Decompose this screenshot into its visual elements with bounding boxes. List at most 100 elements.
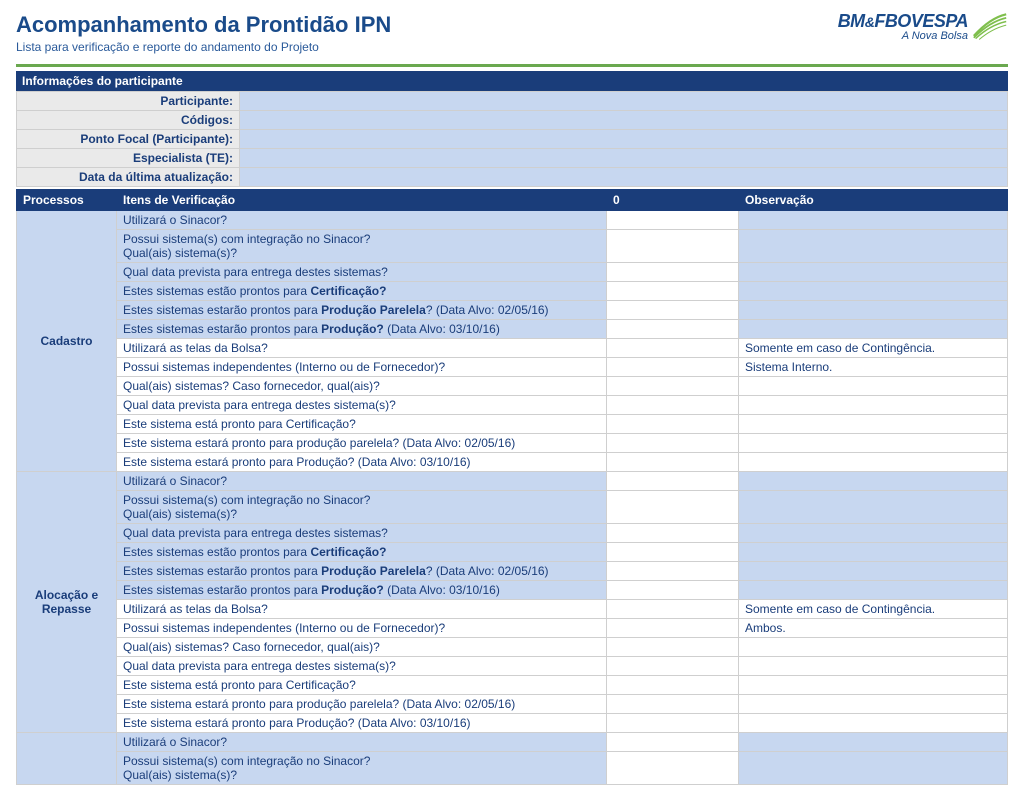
answer-cell[interactable] <box>607 733 739 752</box>
info-label: Ponto Focal (Participante): <box>17 130 240 149</box>
answer-cell[interactable] <box>607 282 739 301</box>
item-cell: Estes sistemas estarão prontos para Prod… <box>117 320 607 339</box>
info-label: Data da última atualização: <box>17 168 240 187</box>
obs-cell[interactable] <box>739 581 1008 600</box>
item-cell: Estes sistemas estarão prontos para Prod… <box>117 581 607 600</box>
answer-cell[interactable] <box>607 263 739 282</box>
answer-cell[interactable] <box>607 339 739 358</box>
grid-row: Qual data prevista para entrega destes s… <box>17 396 1008 415</box>
obs-cell[interactable]: Ambos. <box>739 619 1008 638</box>
answer-cell[interactable] <box>607 562 739 581</box>
info-value[interactable] <box>240 111 1008 130</box>
obs-cell[interactable] <box>739 211 1008 230</box>
item-cell: Este sistema estará pronto para Produção… <box>117 453 607 472</box>
logo-swoosh-icon <box>972 12 1008 40</box>
answer-cell[interactable] <box>607 230 739 263</box>
obs-cell[interactable] <box>739 543 1008 562</box>
item-cell: Utilizará o Sinacor? <box>117 211 607 230</box>
item-cell: Qual(ais) sistemas? Caso fornecedor, qua… <box>117 638 607 657</box>
grid-row: Este sistema estará pronto para Produção… <box>17 453 1008 472</box>
answer-cell[interactable] <box>607 377 739 396</box>
answer-cell[interactable] <box>607 695 739 714</box>
obs-cell[interactable] <box>739 415 1008 434</box>
grid-row: Este sistema está pronto para Certificaç… <box>17 676 1008 695</box>
answer-cell[interactable] <box>607 657 739 676</box>
grid-row: Estes sistemas estarão prontos para Prod… <box>17 562 1008 581</box>
answer-cell[interactable] <box>607 638 739 657</box>
obs-cell[interactable] <box>739 263 1008 282</box>
obs-cell[interactable] <box>739 434 1008 453</box>
obs-cell[interactable] <box>739 491 1008 524</box>
obs-cell[interactable] <box>739 733 1008 752</box>
answer-cell[interactable] <box>607 396 739 415</box>
item-cell: Qual data prevista para entrega destes s… <box>117 657 607 676</box>
info-row: Ponto Focal (Participante): <box>17 130 1008 149</box>
content: Informações do participante Participante… <box>0 71 1024 793</box>
obs-cell[interactable] <box>739 282 1008 301</box>
answer-cell[interactable] <box>607 358 739 377</box>
item-cell: Possui sistemas independentes (Interno o… <box>117 358 607 377</box>
obs-cell[interactable] <box>739 377 1008 396</box>
grid-header-row: Processos Itens de Verificação 0 Observa… <box>17 190 1008 211</box>
answer-cell[interactable] <box>607 211 739 230</box>
answer-cell[interactable] <box>607 453 739 472</box>
grid-row: Qual data prevista para entrega destes s… <box>17 524 1008 543</box>
grid-row: Possui sistemas independentes (Interno o… <box>17 358 1008 377</box>
obs-cell[interactable] <box>739 524 1008 543</box>
item-cell: Qual data prevista para entrega destes s… <box>117 524 607 543</box>
answer-cell[interactable] <box>607 301 739 320</box>
col-process: Processos <box>17 190 117 211</box>
answer-cell[interactable] <box>607 600 739 619</box>
answer-cell[interactable] <box>607 434 739 453</box>
item-cell: Utilizará as telas da Bolsa? <box>117 600 607 619</box>
grid-row: Qual data prevista para entrega destes s… <box>17 657 1008 676</box>
answer-cell[interactable] <box>607 581 739 600</box>
info-value[interactable] <box>240 168 1008 187</box>
obs-cell[interactable]: Sistema Interno. <box>739 358 1008 377</box>
obs-cell[interactable] <box>739 396 1008 415</box>
obs-cell[interactable] <box>739 301 1008 320</box>
answer-cell[interactable] <box>607 714 739 733</box>
info-section-title: Informações do participante <box>16 71 1008 91</box>
obs-cell[interactable] <box>739 752 1008 785</box>
header-rule <box>16 64 1008 67</box>
answer-cell[interactable] <box>607 676 739 695</box>
obs-cell[interactable] <box>739 472 1008 491</box>
obs-cell[interactable] <box>739 638 1008 657</box>
info-value[interactable] <box>240 130 1008 149</box>
info-value[interactable] <box>240 92 1008 111</box>
answer-cell[interactable] <box>607 491 739 524</box>
logo-brand: BM&FBOVESPA <box>838 12 968 31</box>
grid-row: Estes sistemas estarão prontos para Prod… <box>17 301 1008 320</box>
obs-cell[interactable] <box>739 562 1008 581</box>
info-table: Participante:Códigos:Ponto Focal (Partic… <box>16 91 1008 187</box>
grid-row: Possui sistema(s) com integração no Sina… <box>17 230 1008 263</box>
answer-cell[interactable] <box>607 752 739 785</box>
answer-cell[interactable] <box>607 320 739 339</box>
answer-cell[interactable] <box>607 472 739 491</box>
obs-cell[interactable] <box>739 320 1008 339</box>
info-value[interactable] <box>240 149 1008 168</box>
obs-cell[interactable]: Somente em caso de Contingência. <box>739 600 1008 619</box>
obs-cell[interactable] <box>739 453 1008 472</box>
info-row: Data da última atualização: <box>17 168 1008 187</box>
item-cell: Estes sistemas estão prontos para Certif… <box>117 282 607 301</box>
obs-cell[interactable] <box>739 676 1008 695</box>
grid-row: Possui sistema(s) com integração no Sina… <box>17 752 1008 785</box>
grid-row: CadastroUtilizará o Sinacor? <box>17 211 1008 230</box>
info-row: Participante: <box>17 92 1008 111</box>
answer-cell[interactable] <box>607 415 739 434</box>
logo-prefix: BM <box>838 11 865 31</box>
obs-cell[interactable] <box>739 695 1008 714</box>
grid-row: Possui sistema(s) com integração no Sina… <box>17 491 1008 524</box>
answer-cell[interactable] <box>607 619 739 638</box>
obs-cell[interactable] <box>739 657 1008 676</box>
answer-cell[interactable] <box>607 524 739 543</box>
obs-cell[interactable] <box>739 714 1008 733</box>
col-obs: Observação <box>739 190 1008 211</box>
obs-cell[interactable] <box>739 230 1008 263</box>
obs-cell[interactable]: Somente em caso de Contingência. <box>739 339 1008 358</box>
item-cell: Utilizará as telas da Bolsa? <box>117 339 607 358</box>
answer-cell[interactable] <box>607 543 739 562</box>
grid-row: Este sistema estará pronto para produção… <box>17 434 1008 453</box>
